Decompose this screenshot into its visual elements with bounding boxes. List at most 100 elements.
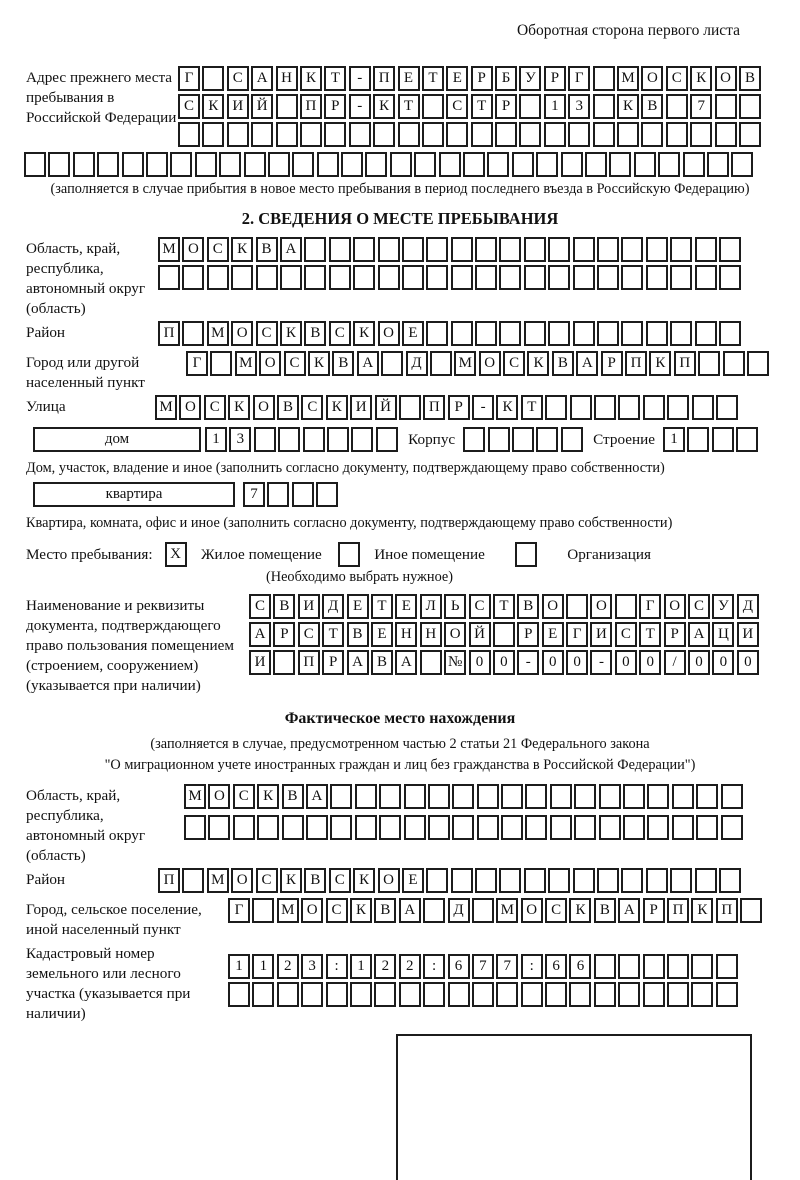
char-cell[interactable] — [549, 783, 572, 809]
char-cell[interactable] — [519, 122, 542, 147]
char-cell[interactable]: П — [423, 394, 446, 420]
char-cell[interactable]: П — [673, 350, 696, 376]
char-cell[interactable] — [740, 898, 763, 924]
char-cell[interactable]: Н — [395, 622, 418, 648]
char-cell[interactable]: 1 — [662, 426, 685, 452]
char-cell[interactable]: С — [226, 66, 249, 91]
char-cell[interactable] — [381, 350, 404, 376]
char-cell[interactable]: К — [353, 320, 376, 346]
char-cell[interactable]: 0 — [712, 650, 735, 676]
char-cell[interactable]: : — [325, 954, 348, 980]
char-cell[interactable] — [519, 94, 542, 119]
char-cell[interactable] — [499, 320, 522, 346]
char-cell[interactable] — [206, 264, 229, 290]
char-cell[interactable] — [597, 236, 620, 262]
char-cell[interactable] — [275, 122, 298, 147]
char-cell[interactable] — [487, 426, 510, 452]
char-cell[interactable] — [569, 394, 592, 420]
char-cell[interactable]: Е — [401, 320, 424, 346]
char-cell[interactable]: А — [398, 898, 421, 924]
char-cell[interactable]: Р — [322, 650, 345, 676]
char-cell[interactable]: Т — [492, 594, 515, 620]
char-cell[interactable] — [682, 152, 705, 177]
char-cell[interactable] — [429, 350, 452, 376]
char-cell[interactable]: Т — [421, 66, 444, 91]
char-cell[interactable] — [545, 394, 568, 420]
char-cell[interactable] — [278, 426, 301, 452]
char-cell[interactable]: О — [663, 594, 686, 620]
char-cell[interactable]: Г — [178, 66, 200, 91]
char-cell[interactable] — [414, 152, 437, 177]
char-cell[interactable]: К — [353, 868, 376, 894]
char-cell[interactable]: 7 — [496, 954, 519, 980]
char-cell[interactable]: К — [569, 898, 592, 924]
char-cell[interactable] — [427, 814, 450, 840]
char-cell[interactable] — [670, 236, 693, 262]
char-cell[interactable] — [475, 264, 498, 290]
char-cell[interactable] — [353, 236, 376, 262]
char-cell[interactable]: М — [617, 66, 640, 91]
char-cell[interactable] — [301, 982, 324, 1008]
char-cell[interactable] — [299, 122, 322, 147]
char-cell[interactable] — [349, 982, 372, 1008]
char-cell[interactable] — [691, 954, 714, 980]
char-cell[interactable]: 3 — [301, 954, 324, 980]
char-cell[interactable] — [325, 982, 348, 1008]
char-cell[interactable]: Р — [543, 66, 566, 91]
char-cell[interactable] — [536, 152, 559, 177]
char-cell[interactable]: С — [203, 394, 226, 420]
char-cell[interactable] — [560, 426, 583, 452]
char-cell[interactable] — [618, 982, 641, 1008]
char-cell[interactable]: С — [545, 898, 568, 924]
char-cell[interactable] — [593, 954, 616, 980]
char-cell[interactable] — [398, 982, 421, 1008]
char-cell[interactable]: Д — [405, 350, 428, 376]
char-cell[interactable] — [228, 982, 250, 1008]
char-cell[interactable] — [377, 264, 400, 290]
char-cell[interactable]: К — [299, 66, 322, 91]
char-cell[interactable]: Р — [273, 622, 296, 648]
char-cell[interactable] — [330, 783, 353, 809]
char-cell[interactable] — [231, 264, 254, 290]
char-cell[interactable] — [543, 122, 566, 147]
char-cell[interactable]: Д — [322, 594, 345, 620]
char-cell[interactable] — [401, 236, 424, 262]
char-cell[interactable]: С — [178, 94, 200, 119]
char-cell[interactable] — [694, 264, 717, 290]
char-cell[interactable]: М — [234, 350, 257, 376]
char-cell[interactable] — [647, 814, 670, 840]
char-cell[interactable] — [121, 152, 144, 177]
char-cell[interactable] — [328, 236, 351, 262]
char-cell[interactable] — [671, 814, 694, 840]
char-cell[interactable] — [621, 868, 644, 894]
char-cell[interactable] — [548, 320, 571, 346]
char-cell[interactable] — [353, 264, 376, 290]
char-cell[interactable]: Р — [495, 94, 518, 119]
char-cell[interactable]: М — [184, 783, 206, 809]
char-cell[interactable]: М — [454, 350, 477, 376]
char-cell[interactable]: Ь — [444, 594, 467, 620]
char-cell[interactable]: В — [281, 783, 304, 809]
char-cell[interactable] — [291, 481, 314, 507]
region-row-2[interactable] — [158, 264, 774, 290]
char-cell[interactable] — [330, 814, 353, 840]
char-cell[interactable] — [379, 814, 402, 840]
char-cell[interactable] — [476, 783, 499, 809]
char-cell[interactable] — [691, 394, 714, 420]
char-cell[interactable] — [501, 814, 524, 840]
char-cell[interactable] — [251, 122, 274, 147]
checkbox-other-premise[interactable] — [337, 542, 360, 568]
document-row-3[interactable]: И П Р А В А № 0 0-0 0-0 0/0 0 0 — [249, 650, 774, 676]
char-cell[interactable]: 6 — [545, 954, 568, 980]
previous-address-row-4[interactable] — [24, 152, 774, 177]
char-cell[interactable]: 6 — [569, 954, 592, 980]
char-cell[interactable] — [598, 814, 621, 840]
char-cell[interactable] — [48, 152, 71, 177]
char-cell[interactable] — [446, 122, 469, 147]
char-cell[interactable] — [348, 122, 371, 147]
char-cell[interactable] — [499, 236, 522, 262]
checkbox-organization[interactable] — [514, 542, 537, 568]
char-cell[interactable]: 2 — [374, 954, 397, 980]
